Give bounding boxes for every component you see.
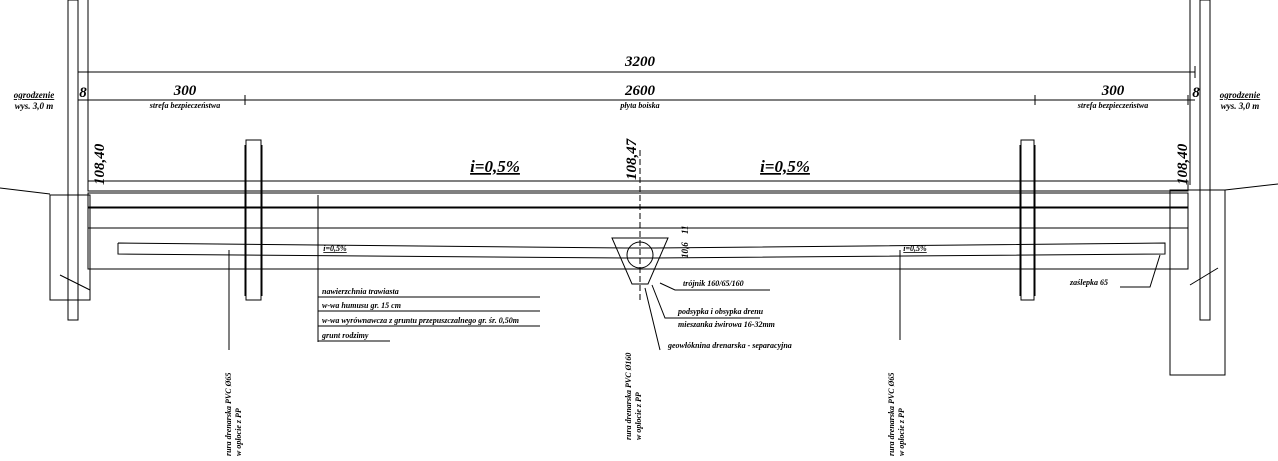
dim-total: 3200 <box>624 54 656 70</box>
pipe-sheath: w oplocie z PP <box>234 408 243 456</box>
dim-left-label: strefa bezpieczeństwa <box>149 101 220 110</box>
drawing <box>0 0 1278 376</box>
pipe-sheath: w oplocie z PP <box>897 408 906 456</box>
pipe-slope: i=0,5% <box>323 244 347 253</box>
layer-label: w-wa humusu gr. 15 cm <box>322 301 401 310</box>
fence-label: ogrodzenie <box>14 90 55 100</box>
right-post <box>1199 0 1211 321</box>
pipe-label: rura drenarska PVC Ø65 <box>887 373 896 456</box>
pipe-label: rura drenarska PVC Ø65 <box>224 373 233 456</box>
note: mieszanka żwirowa 16-32mm <box>678 320 775 329</box>
elevation: 108,47 <box>624 138 640 180</box>
left-foundation <box>49 194 91 301</box>
center-dim: 11 <box>680 225 690 234</box>
layer-label: w-wa wyrównawcza z gruntu przepuszczalne… <box>322 316 519 325</box>
leveling-layer <box>87 206 1189 270</box>
pipe-label: rura drenarska PVC Ø160 <box>624 353 633 440</box>
right-foundation <box>1169 189 1226 376</box>
dim-pitch-label: płyta boiska <box>619 101 659 110</box>
pipe-sheath: w oplocie z PP <box>634 392 643 440</box>
fence-height: wys. 3,0 m <box>15 101 54 111</box>
drain-pipe <box>117 242 1166 259</box>
fence-height: wys. 3,0 m <box>1221 101 1260 111</box>
dim-left: 300 <box>173 83 197 99</box>
labels: 3200 300 strefa bezpieczeństwa 2600 płyt… <box>14 54 1261 456</box>
humus-layer <box>87 192 1189 209</box>
tee-bedding <box>611 237 669 285</box>
layer-label: nawierzchnia trawiasta <box>322 287 399 296</box>
elevation: 108,40 <box>92 143 108 185</box>
center-dim: 10,6 <box>680 242 690 258</box>
grass <box>87 180 1189 192</box>
dim-pitch: 2600 <box>624 83 656 99</box>
left-post <box>67 0 79 321</box>
note: zaślepka 65 <box>1069 278 1108 287</box>
note: trójnik 160/65/160 <box>683 279 744 288</box>
pipe-slope: i=0,5% <box>903 244 927 253</box>
note: podsypka i obsypka drenu <box>677 307 764 316</box>
slope: i=0,5% <box>760 157 810 176</box>
note: geowłóknina drenarska - separacyjna <box>667 341 792 350</box>
layer-label: grunt rodzimy <box>321 331 369 340</box>
dim-right: 300 <box>1101 83 1125 99</box>
fence-width: 8 <box>79 85 87 101</box>
fence-label: ogrodzenie <box>1220 90 1261 100</box>
elevation: 108,40 <box>1175 143 1191 185</box>
fence-width: 8 <box>1192 85 1200 101</box>
dim-right-label: strefa bezpieczeństwa <box>1077 101 1148 110</box>
slope: i=0,5% <box>470 157 520 176</box>
